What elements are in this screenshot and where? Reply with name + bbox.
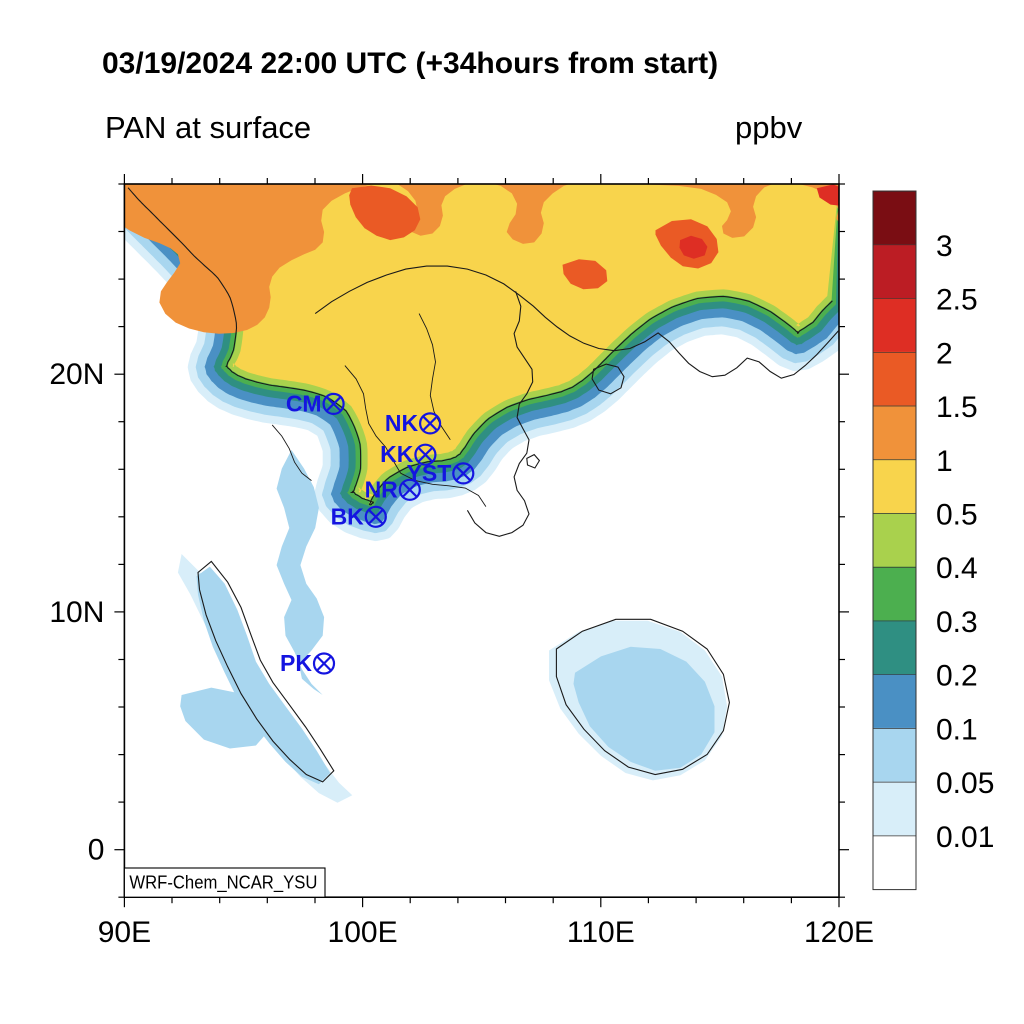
svg-text:NK: NK bbox=[385, 410, 419, 436]
svg-text:03/19/2024 22:00 UTC (+34hours: 03/19/2024 22:00 UTC (+34hours from star… bbox=[102, 47, 718, 80]
svg-text:90E: 90E bbox=[98, 916, 151, 949]
svg-text:0.3: 0.3 bbox=[936, 606, 978, 639]
svg-text:10N: 10N bbox=[49, 596, 104, 629]
svg-text:BK: BK bbox=[331, 503, 365, 529]
svg-text:120E: 120E bbox=[804, 916, 874, 949]
svg-text:0.4: 0.4 bbox=[936, 552, 978, 585]
svg-text:2: 2 bbox=[936, 337, 953, 370]
svg-text:0: 0 bbox=[88, 834, 105, 867]
svg-text:0.01: 0.01 bbox=[936, 821, 994, 854]
svg-text:1: 1 bbox=[936, 445, 953, 478]
svg-text:0.5: 0.5 bbox=[936, 499, 978, 532]
svg-text:PAN at surface: PAN at surface bbox=[105, 110, 311, 145]
svg-text:WRF-Chem_NCAR_YSU: WRF-Chem_NCAR_YSU bbox=[129, 872, 317, 894]
svg-text:0.05: 0.05 bbox=[936, 767, 994, 800]
svg-text:2.5: 2.5 bbox=[936, 284, 978, 317]
svg-text:100E: 100E bbox=[328, 916, 398, 949]
svg-text:3: 3 bbox=[936, 230, 953, 263]
svg-text:0.1: 0.1 bbox=[936, 713, 978, 746]
svg-text:YST: YST bbox=[407, 460, 452, 486]
svg-text:20N: 20N bbox=[49, 358, 104, 391]
svg-text:0.2: 0.2 bbox=[936, 660, 978, 693]
svg-text:1.5: 1.5 bbox=[936, 391, 978, 424]
svg-text:PK: PK bbox=[280, 650, 312, 676]
svg-text:110E: 110E bbox=[567, 916, 635, 949]
svg-text:ppbv: ppbv bbox=[735, 110, 803, 145]
svg-text:CM: CM bbox=[286, 390, 322, 416]
svg-text:NR: NR bbox=[365, 476, 399, 502]
